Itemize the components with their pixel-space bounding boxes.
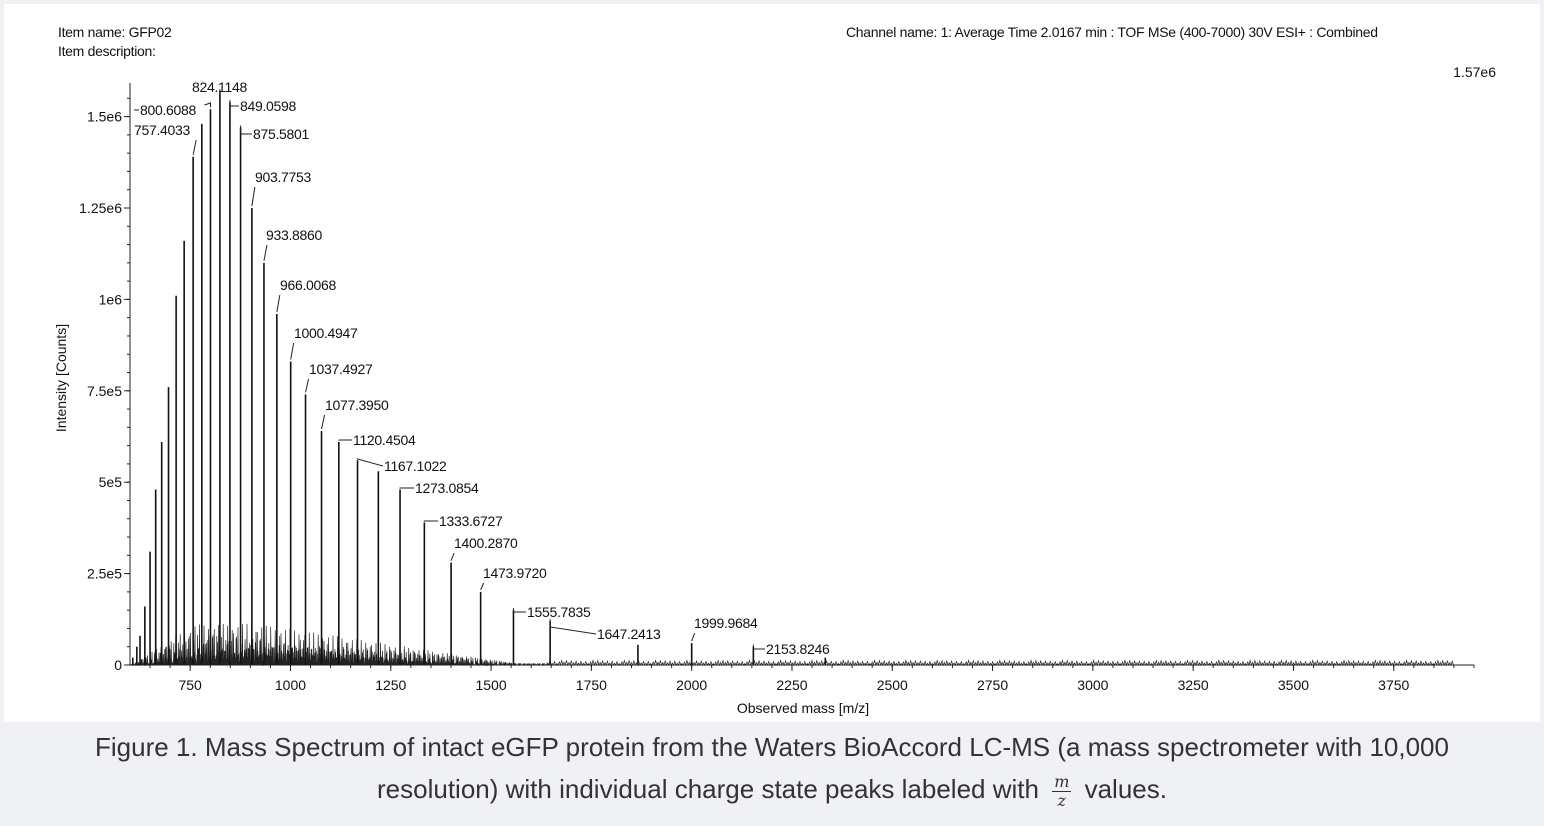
x-tick-label: 1000 — [275, 677, 306, 693]
y-axis-label: Intensity [Counts] — [53, 324, 69, 432]
peaks — [132, 91, 827, 665]
peak-label: 1000.4947 — [294, 325, 358, 341]
peak-label: 2153.8246 — [766, 641, 830, 657]
peak-label: 849.0598 — [240, 98, 297, 114]
peak-label: 1273.0854 — [415, 480, 479, 496]
y-tick-label: 1.25e6 — [79, 200, 122, 216]
y-tick-label: 1.5e6 — [87, 109, 122, 125]
peak-label: 1555.7835 — [527, 604, 591, 620]
item-name: Item name: GFP02 — [58, 24, 172, 40]
caption-line-2: resolution) with individual charge state… — [0, 768, 1544, 810]
caption-line-1: Figure 1. Mass Spectrum of intact eGFP p… — [95, 732, 1449, 762]
x-tick-label: 3750 — [1378, 677, 1409, 693]
figure-caption: Figure 1. Mass Spectrum of intact eGFP p… — [0, 726, 1544, 810]
peak-label-leader — [752, 644, 765, 650]
peak-label-leader — [691, 632, 696, 642]
x-tick-label: 3250 — [1178, 677, 1209, 693]
peak-label: 1077.3950 — [325, 397, 389, 413]
peak-label-leader — [229, 99, 239, 107]
peak-label-leader — [134, 102, 211, 111]
x-ticks: 750 1000 1250 1500 1750 2000 2250 2500 2750 3000 3… — [149, 665, 1475, 693]
channel-name: Channel name: 1: Average Time 2.0167 min… — [846, 24, 1378, 40]
peak-label-leader — [192, 139, 197, 155]
y-ticks: 0 2.5e5 5e5 7.5e5 1e6 1.25e6 1.5e6 — [79, 97, 130, 673]
item-description: Item description: — [58, 43, 156, 59]
peak-label: 824.1148 — [192, 79, 247, 95]
x-tick-label: 1500 — [475, 677, 506, 693]
peak-label: 757.4033 — [134, 122, 191, 138]
peak-labels: 757.4033 800.6088 824.1148 849.0598 875.5801… — [134, 79, 830, 657]
peak-label-leader — [357, 458, 384, 467]
y-tick-label: 2.5e5 — [87, 566, 122, 582]
peak-label-leader — [263, 244, 268, 261]
x-tick-label: 1250 — [375, 677, 406, 693]
peak-label: 1400.2870 — [454, 535, 518, 551]
peak-label-leader — [251, 186, 256, 207]
y-tick-label: 5e5 — [99, 474, 123, 490]
peak-label: 1120.4504 — [353, 432, 416, 448]
peak-label: 1473.9720 — [483, 565, 547, 581]
peak-label-leader — [290, 342, 295, 360]
x-tick-label: 2250 — [776, 677, 807, 693]
y-tick-label: 0 — [114, 657, 122, 673]
caption-text-before: resolution) with individual charge state… — [377, 774, 1039, 804]
fraction-denominator: z — [1057, 790, 1066, 810]
peak-label: 933.8860 — [266, 227, 323, 243]
peak-label: 800.6088 — [140, 102, 197, 118]
peak-label: 875.5801 — [253, 126, 310, 142]
x-axis-label: Observed mass [m/z] — [737, 700, 869, 716]
peak-label-leader — [512, 608, 526, 613]
y-tick-label: 1e6 — [99, 291, 123, 307]
x-tick-label: 3500 — [1278, 677, 1309, 693]
peak-label-leader — [321, 414, 326, 430]
x-tick-label: 2500 — [877, 677, 908, 693]
x-tick-label: 3000 — [1077, 677, 1108, 693]
peak-label: 903.7753 — [255, 169, 312, 185]
axes — [129, 83, 1474, 666]
peak-label-leader — [480, 582, 485, 591]
peak-label: 966.0068 — [280, 277, 337, 293]
x-tick-label: 750 — [178, 677, 202, 693]
peak-label-leader — [240, 125, 252, 135]
figure-panel: Item name: GFP02 Item description: Chann… — [4, 4, 1540, 722]
peak-label: 1167.1022 — [384, 458, 447, 474]
x-tick-label: 2750 — [977, 677, 1008, 693]
caption-text-after: values. — [1084, 774, 1167, 804]
x-tick-label: 2000 — [676, 677, 707, 693]
peak-label: 1037.4927 — [309, 361, 373, 377]
peak-label-leader — [450, 552, 455, 561]
peak-label: 1999.9684 — [694, 615, 758, 631]
peak-label: 1333.6727 — [439, 513, 503, 529]
peak-label-leader — [423, 520, 438, 522]
peak-label-leader — [549, 619, 597, 635]
peak-label: 1647.2413 — [597, 626, 661, 642]
mass-spectrum-chart: 1.57e6 Intensity [Counts] Observed mass … — [53, 64, 1496, 716]
max-intensity-label: 1.57e6 — [1453, 64, 1496, 80]
y-tick-label: 7.5e5 — [87, 383, 122, 399]
peak-label-leader — [305, 378, 310, 393]
x-tick-label: 1750 — [576, 677, 607, 693]
peak-label-leader — [276, 294, 281, 313]
fraction-numerator: m — [1052, 771, 1072, 792]
